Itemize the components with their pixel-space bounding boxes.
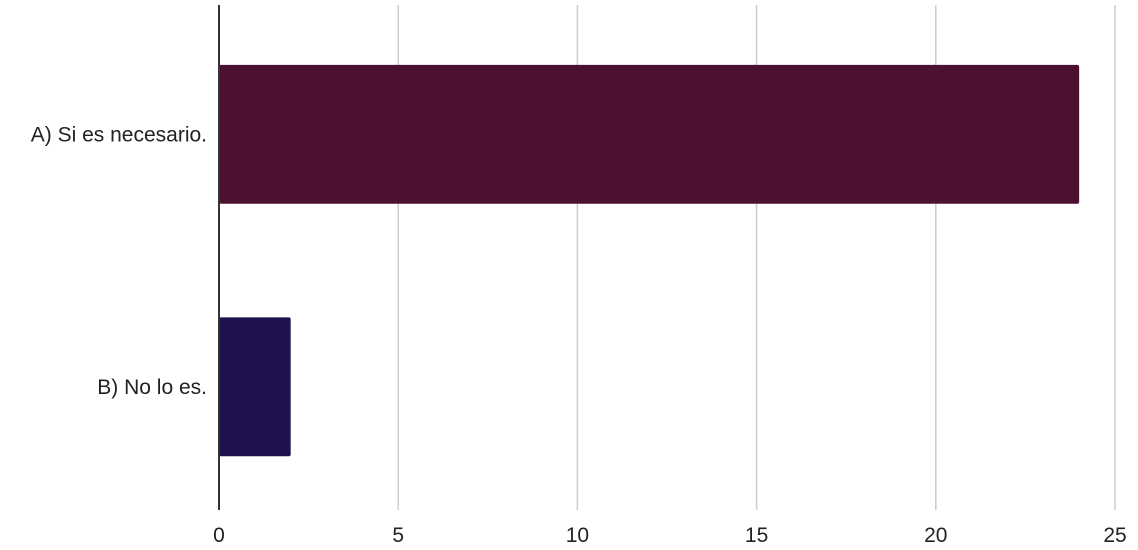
category-labels: A) Si es necesario. B) No lo es. <box>31 123 207 399</box>
category-label-1: A) Si es necesario. <box>31 123 207 146</box>
x-tick-label-15: 15 <box>745 524 768 547</box>
x-tick-label-20: 20 <box>924 524 947 547</box>
x-axis-ticks: 0 5 10 15 20 25 <box>213 524 1127 547</box>
bar-1 <box>219 64 1080 204</box>
x-tick-label-0: 0 <box>213 524 225 547</box>
x-tick-label-10: 10 <box>566 524 589 547</box>
bars <box>219 64 1080 457</box>
category-label-2: B) No lo es. <box>97 376 207 399</box>
x-tick-label-25: 25 <box>1103 524 1126 547</box>
x-tick-label-5: 5 <box>392 524 404 547</box>
bar-2 <box>219 317 291 457</box>
